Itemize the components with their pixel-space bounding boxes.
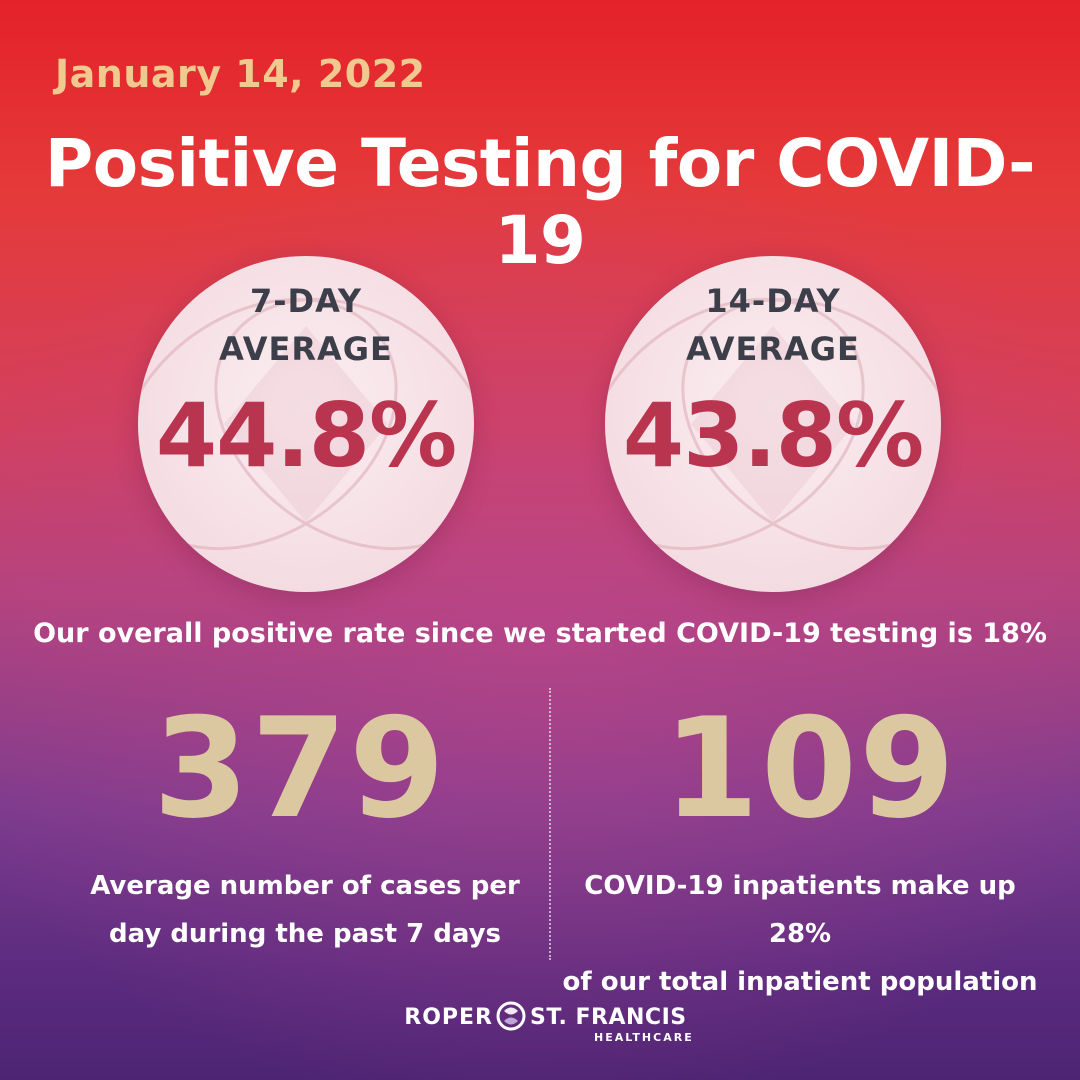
circle-label-line1: 7-DAY <box>250 282 362 320</box>
seven-day-percentage: 44.8% <box>155 384 457 487</box>
caption-line2: day during the past 7 days <box>108 919 502 949</box>
average-cases-number: 379 <box>152 688 448 849</box>
circle-label-line2: AVERAGE <box>219 330 393 368</box>
fourteen-day-percentage: 43.8% <box>622 384 924 487</box>
average-cases-caption: Average number of cases per day during t… <box>70 862 540 958</box>
seven-day-average-circle: 7-DAY AVERAGE 44.8% <box>138 256 474 592</box>
overall-positive-rate-text: Our overall positive rate since we start… <box>33 618 1047 649</box>
logo-roper-text: ROPER <box>404 1005 493 1030</box>
inpatients-number: 109 <box>662 688 958 849</box>
dotted-divider <box>549 688 551 960</box>
logo-healthcare-text: HEALTHCARE <box>594 1031 694 1044</box>
inpatients-caption: COVID-19 inpatients make up 28% of our t… <box>555 862 1045 1006</box>
circle-label-line2: AVERAGE <box>686 330 860 368</box>
decorative-petal-icon <box>605 297 941 551</box>
caption-line1: Average number of cases per <box>90 871 520 901</box>
logo-st-francis-text: ST. FRANCIS <box>530 1005 687 1030</box>
roper-st-francis-logo-icon <box>496 1001 526 1031</box>
caption-line2: of our total inpatient population <box>562 967 1038 997</box>
fourteen-day-average-circle: 14-DAY AVERAGE 43.8% <box>605 256 941 592</box>
page-title: Positive Testing for COVID-19 <box>44 125 1036 279</box>
circle-label-line1: 14-DAY <box>705 282 841 320</box>
decorative-petal-icon <box>138 297 474 551</box>
date-label: January 14, 2022 <box>55 52 426 96</box>
caption-line1: COVID-19 inpatients make up 28% <box>584 871 1016 949</box>
roper-st-francis-logo: ROPER ST. FRANCIS HEALTHCARE <box>0 1000 1080 1050</box>
